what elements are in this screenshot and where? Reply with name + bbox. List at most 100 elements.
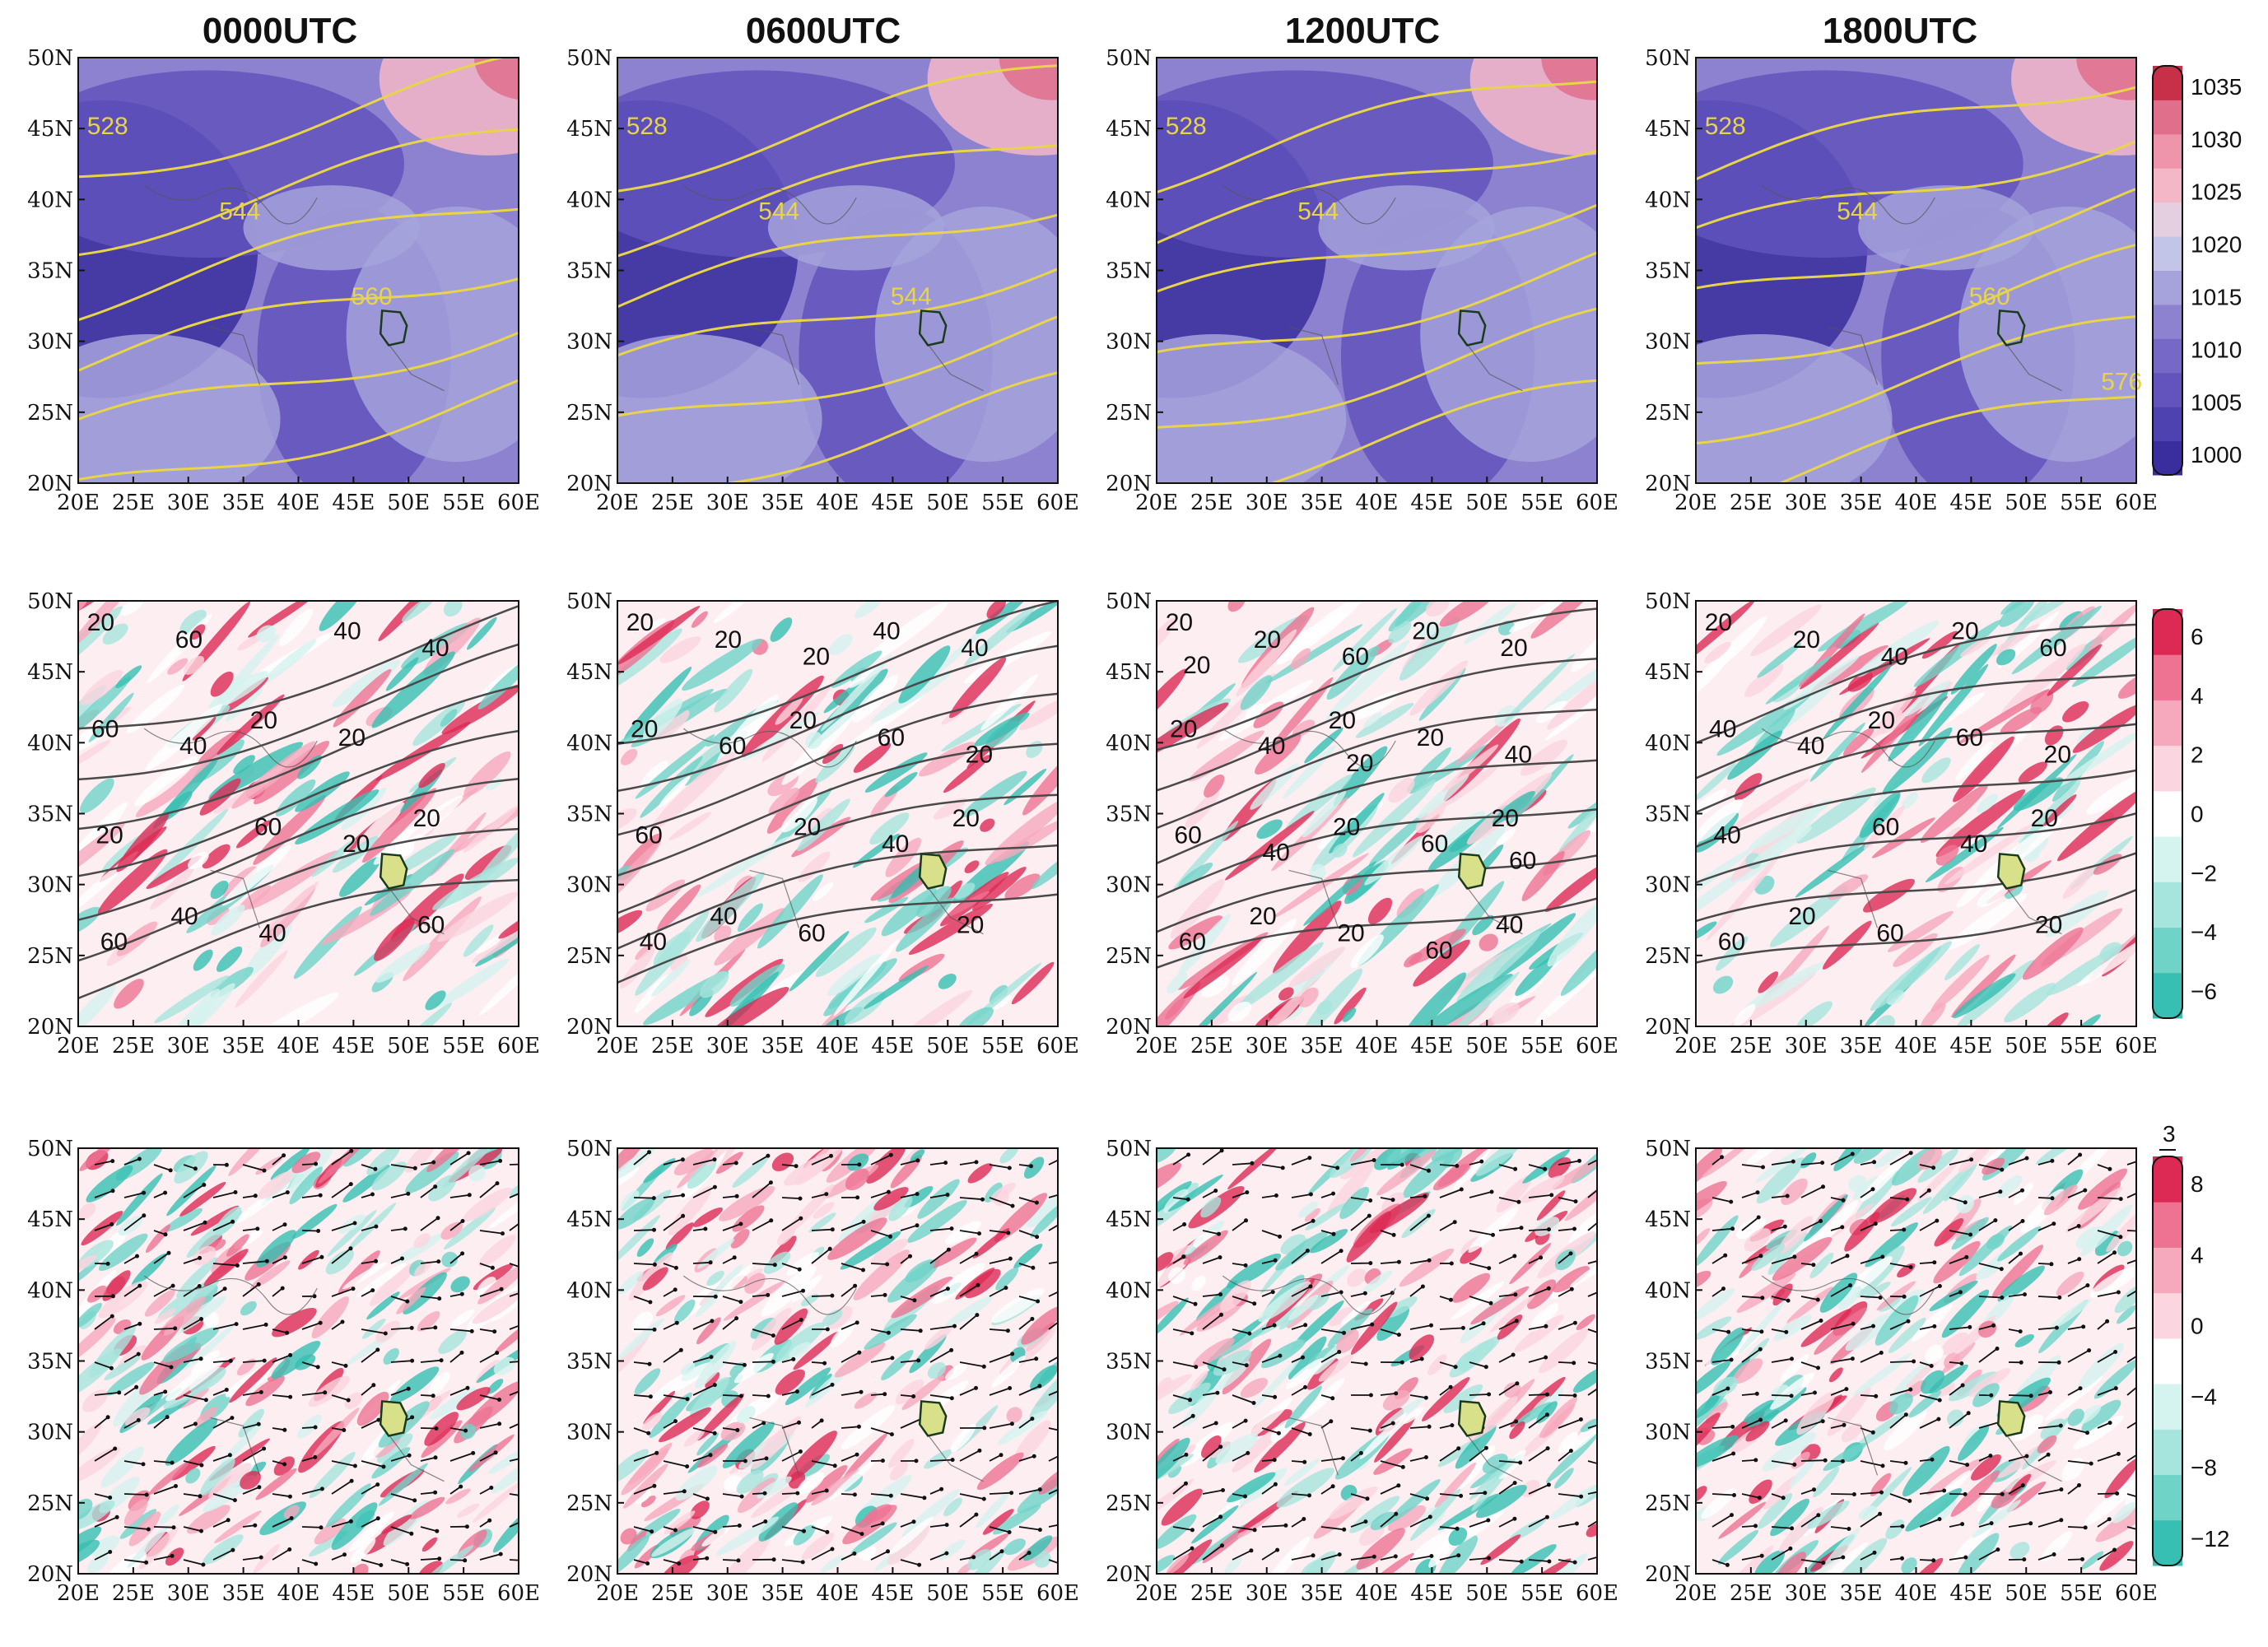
- field-streak: [194, 1407, 217, 1428]
- wind-arrowhead: [1942, 1488, 1947, 1493]
- field-streak: [771, 1152, 794, 1172]
- field-streak: [982, 1509, 1014, 1535]
- contour-label: 40: [1505, 741, 1532, 768]
- wind-arrowhead: [652, 1262, 657, 1267]
- field-streak: [1409, 660, 1469, 716]
- field-streak: [1908, 1390, 1941, 1418]
- wind-arrow: [1380, 1328, 1399, 1336]
- wind-arrowhead: [1396, 1483, 1401, 1488]
- field-streak: [1193, 1338, 1235, 1367]
- field-streak: [253, 1543, 280, 1574]
- colorbar-tick-label: −4: [2191, 919, 2217, 945]
- contour-line: [1157, 607, 1597, 751]
- wind-arrowhead: [289, 1516, 294, 1520]
- contour-label: 20: [1417, 724, 1444, 751]
- wind-arrowhead: [352, 1463, 357, 1468]
- field-streak: [1904, 1379, 1927, 1398]
- wind-arrow: [1469, 1322, 1484, 1330]
- wind-arrowhead: [1819, 1319, 1823, 1323]
- wind-arrow: [663, 1349, 682, 1363]
- wind-arrowhead: [1725, 1386, 1730, 1391]
- wind-arrowhead: [1185, 1197, 1190, 1202]
- field-streak: [1538, 1328, 1589, 1374]
- field-streak: [1944, 824, 2033, 885]
- field-streak: [1552, 1160, 1597, 1190]
- wind-arrowhead: [313, 1454, 318, 1459]
- wind-arrow: [509, 1193, 519, 1198]
- wind-arrowhead: [1035, 1235, 1040, 1240]
- field-streak: [425, 990, 446, 1011]
- x-tick-label: 40E: [816, 1581, 859, 1606]
- field-streak: [812, 882, 834, 901]
- wind-arrowhead: [1483, 1365, 1488, 1370]
- field-streak: [963, 1547, 1007, 1574]
- wind-arrowhead: [1459, 1187, 1464, 1192]
- field-streak: [1696, 799, 1744, 843]
- wind-arrow: [1587, 1520, 1597, 1528]
- wind-arrowhead: [2083, 1188, 2088, 1193]
- field-streak: [1340, 1148, 1390, 1179]
- wind-arrowhead: [1873, 1221, 1878, 1226]
- field-streak: [126, 684, 185, 733]
- y-tick-label: 35N: [1106, 803, 1152, 827]
- field-streak: [1996, 1226, 2042, 1262]
- wind-arrowhead: [1483, 1491, 1488, 1496]
- wind-arrow: [663, 1559, 679, 1565]
- wind-arrowhead: [409, 1325, 414, 1330]
- wind-arrow: [870, 1393, 885, 1396]
- wind-arrow: [2037, 1553, 2055, 1561]
- field-streak: [289, 1166, 323, 1205]
- field-streak: [650, 751, 736, 830]
- wind-arrowhead: [944, 1523, 949, 1528]
- wind-arrow: [1889, 1197, 1907, 1200]
- field-streak: [1765, 655, 1832, 705]
- wind-arrow: [2126, 1290, 2136, 1297]
- wind-arrowhead: [1991, 1323, 1996, 1328]
- wind-arrowhead: [1815, 1297, 1820, 1302]
- wind-arrow: [1498, 1559, 1522, 1563]
- wind-arrowhead: [352, 1221, 357, 1226]
- y-tick-label: 40N: [27, 1278, 73, 1303]
- wind-arrow: [1380, 1556, 1396, 1561]
- field-streak: [1382, 1389, 1410, 1411]
- wind-arrow: [1528, 1287, 1549, 1297]
- wind-arrowhead: [1275, 1547, 1280, 1552]
- wind-arrow: [1978, 1164, 2002, 1170]
- wind-arrowhead: [1930, 1457, 1935, 1462]
- wind-arrowhead: [1427, 1258, 1432, 1263]
- wind-arrowhead: [2112, 1250, 2117, 1255]
- wind-arrowhead: [888, 1493, 893, 1498]
- y-tick-label: 40N: [1645, 1278, 1691, 1303]
- wind-arrowhead: [2024, 1156, 2029, 1161]
- field-streak: [617, 1198, 654, 1230]
- contour-label: 40: [961, 635, 988, 662]
- field-streak: [244, 923, 292, 979]
- contour-line: [78, 605, 519, 730]
- wind-arrowhead: [135, 1254, 139, 1259]
- x-tick-label: 30E: [1246, 491, 1288, 515]
- coastline: [1222, 1275, 1523, 1482]
- wind-arrow: [1409, 1195, 1426, 1198]
- wind-arrowhead: [981, 1496, 986, 1501]
- wind-arrow: [301, 1456, 316, 1462]
- wind-arrowhead: [1069, 1520, 1073, 1524]
- wind-arrowhead: [1812, 1487, 1816, 1492]
- map-panel-wind-1: 20E 25E 30E 35E 40E 45E 50E 55E 60E50N45N40N35N3…: [566, 1137, 1079, 1606]
- wind-arrowhead: [1519, 1559, 1524, 1564]
- wind-arrow: [301, 1322, 321, 1330]
- wind-arrow: [2067, 1526, 2086, 1528]
- wind-arrowhead: [525, 1162, 529, 1166]
- field-streak: [1853, 1148, 1885, 1164]
- field-streak: [1409, 928, 1466, 965]
- wind-arrow: [1860, 1352, 1882, 1363]
- field-streak: [1735, 1217, 1766, 1240]
- wind-arrowhead: [198, 1494, 203, 1499]
- wind-arrowhead: [742, 1362, 747, 1367]
- field-streak: [78, 1260, 100, 1285]
- y-tick-label: 20N: [1106, 1562, 1152, 1587]
- wind-arrow: [1291, 1386, 1306, 1396]
- wind-arrowhead: [1311, 1218, 1316, 1223]
- field-streak: [383, 1347, 399, 1365]
